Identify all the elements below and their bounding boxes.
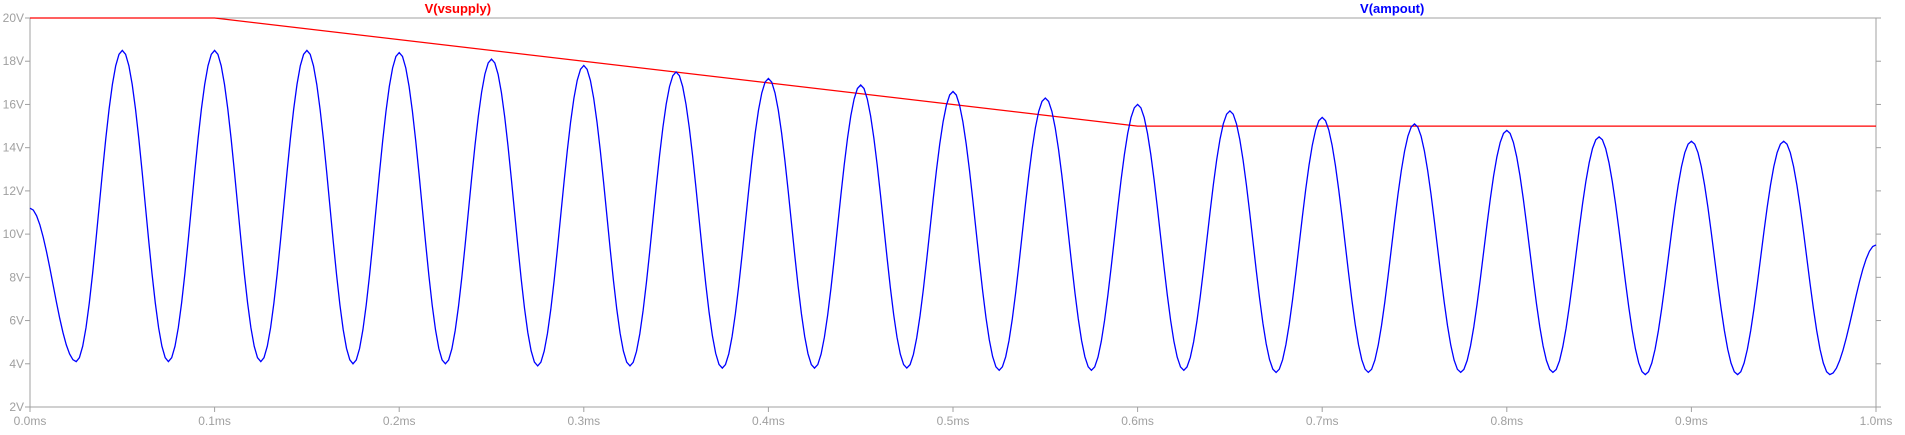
legend-vsupply[interactable]: V(vsupply) <box>424 1 492 16</box>
x-tick-label: 0.1ms <box>198 414 231 428</box>
x-tick-label: 0.8ms <box>1490 414 1523 428</box>
y-tick-label: 18V <box>3 54 24 68</box>
x-tick-label: 0.7ms <box>1306 414 1339 428</box>
x-tick-label: 0.0ms <box>14 414 47 428</box>
y-tick-label: 10V <box>3 227 24 241</box>
x-tick-label: 0.2ms <box>383 414 416 428</box>
series-line-vsupply[interactable] <box>30 17 1876 127</box>
y-tick-label: 20V <box>3 11 24 25</box>
x-tick-label: 1.0ms <box>1860 414 1893 428</box>
y-tick-label: 4V <box>9 357 24 371</box>
y-tick-label: 8V <box>9 270 24 284</box>
x-tick-label: 0.4ms <box>752 414 785 428</box>
x-tick-label: 0.5ms <box>937 414 970 428</box>
y-tick-label: 6V <box>9 314 24 328</box>
x-tick-label: 0.9ms <box>1675 414 1708 428</box>
x-tick-label: 0.3ms <box>567 414 600 428</box>
series-line-ampout[interactable] <box>29 49 1877 376</box>
y-tick-label: 12V <box>3 184 24 198</box>
y-tick-label: 14V <box>3 141 24 155</box>
x-tick-label: 0.6ms <box>1121 414 1154 428</box>
y-tick-label: 16V <box>3 97 24 111</box>
legend-ampout[interactable]: V(ampout) <box>1360 1 1425 16</box>
y-tick-label: 2V <box>9 400 24 414</box>
plot-frame <box>29 17 1877 408</box>
